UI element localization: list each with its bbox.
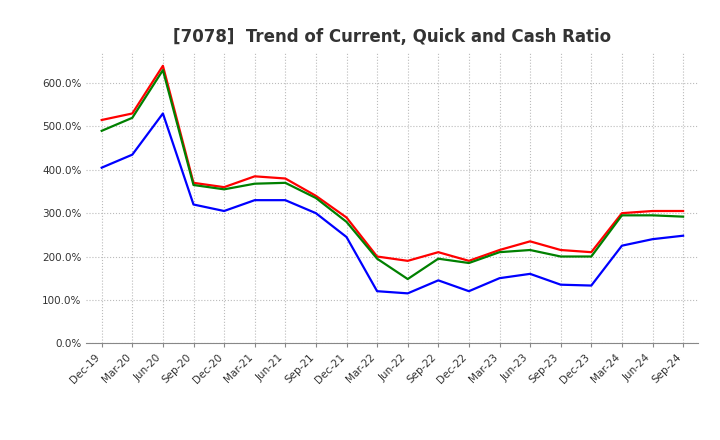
Quick Ratio xyxy=(495,249,504,255)
Title: [7078]  Trend of Current, Quick and Cash Ratio: [7078] Trend of Current, Quick and Cash … xyxy=(174,28,611,46)
Quick Ratio xyxy=(648,213,657,218)
Cash Ratio xyxy=(128,152,137,157)
Quick Ratio xyxy=(281,180,289,186)
Current Ratio xyxy=(97,117,106,123)
Quick Ratio xyxy=(342,219,351,224)
Current Ratio xyxy=(587,249,595,255)
Cash Ratio xyxy=(495,275,504,281)
Quick Ratio xyxy=(679,214,688,219)
Quick Ratio xyxy=(618,213,626,218)
Current Ratio xyxy=(618,210,626,216)
Current Ratio xyxy=(128,111,137,116)
Current Ratio xyxy=(679,209,688,214)
Line: Quick Ratio: Quick Ratio xyxy=(102,70,683,279)
Cash Ratio xyxy=(557,282,565,287)
Cash Ratio xyxy=(97,165,106,170)
Quick Ratio xyxy=(464,260,473,266)
Cash Ratio xyxy=(158,111,167,116)
Cash Ratio xyxy=(679,233,688,238)
Quick Ratio xyxy=(312,195,320,201)
Line: Cash Ratio: Cash Ratio xyxy=(102,114,683,293)
Quick Ratio xyxy=(373,256,382,261)
Cash Ratio xyxy=(464,289,473,294)
Quick Ratio xyxy=(220,187,228,192)
Quick Ratio xyxy=(189,182,198,187)
Cash Ratio xyxy=(189,202,198,207)
Current Ratio xyxy=(281,176,289,181)
Cash Ratio xyxy=(342,235,351,240)
Quick Ratio xyxy=(526,247,534,253)
Current Ratio xyxy=(342,215,351,220)
Quick Ratio xyxy=(587,254,595,259)
Cash Ratio xyxy=(403,291,412,296)
Current Ratio xyxy=(648,209,657,214)
Quick Ratio xyxy=(251,181,259,186)
Cash Ratio xyxy=(618,243,626,248)
Quick Ratio xyxy=(158,67,167,73)
Quick Ratio xyxy=(403,276,412,282)
Cash Ratio xyxy=(281,198,289,203)
Current Ratio xyxy=(251,174,259,179)
Quick Ratio xyxy=(97,128,106,133)
Quick Ratio xyxy=(128,115,137,121)
Cash Ratio xyxy=(373,289,382,294)
Cash Ratio xyxy=(648,237,657,242)
Current Ratio xyxy=(220,184,228,190)
Current Ratio xyxy=(557,247,565,253)
Cash Ratio xyxy=(312,210,320,216)
Line: Current Ratio: Current Ratio xyxy=(102,66,683,261)
Cash Ratio xyxy=(587,283,595,288)
Current Ratio xyxy=(312,193,320,198)
Current Ratio xyxy=(403,258,412,264)
Cash Ratio xyxy=(526,271,534,276)
Quick Ratio xyxy=(434,256,443,261)
Current Ratio xyxy=(373,254,382,259)
Cash Ratio xyxy=(251,198,259,203)
Current Ratio xyxy=(464,258,473,264)
Current Ratio xyxy=(189,180,198,186)
Current Ratio xyxy=(526,239,534,244)
Current Ratio xyxy=(495,247,504,253)
Cash Ratio xyxy=(434,278,443,283)
Quick Ratio xyxy=(557,254,565,259)
Legend: Current Ratio, Quick Ratio, Cash Ratio: Current Ratio, Quick Ratio, Cash Ratio xyxy=(193,436,592,440)
Current Ratio xyxy=(434,249,443,255)
Cash Ratio xyxy=(220,209,228,214)
Current Ratio xyxy=(158,63,167,69)
